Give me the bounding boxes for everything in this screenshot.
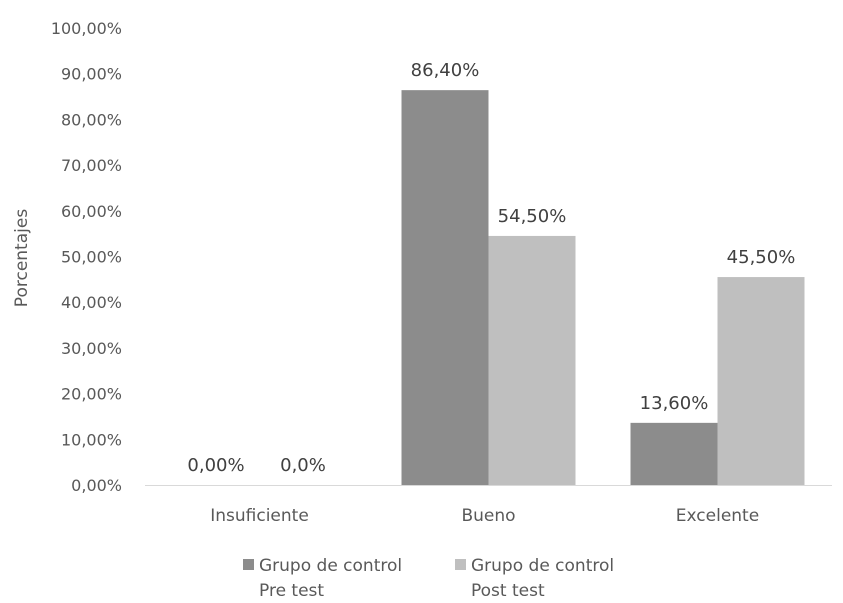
legend-label: Grupo de control: [259, 556, 402, 576]
legend-label: Pre test: [259, 581, 324, 601]
bars-group: [401, 90, 805, 485]
x-tick-label: Excelente: [676, 506, 759, 526]
y-tick-label: 50,00%: [61, 248, 122, 267]
bar-post-test-excelente: [717, 277, 805, 485]
y-tick-label: 20,00%: [61, 385, 122, 404]
y-tick-label: 40,00%: [61, 293, 122, 312]
data-labels-group: 0,00% 0,0% 86,40% 54,50% 13,60% 45,50%: [187, 60, 795, 476]
bar-post-test-bueno: [488, 235, 576, 485]
x-tick-label: Insuficiente: [210, 506, 309, 526]
y-tick-label: 0,00%: [71, 476, 122, 495]
y-tick-label: 10,00%: [61, 430, 122, 449]
legend-swatch: [243, 559, 254, 570]
y-axis-title: Porcentajes: [12, 209, 32, 308]
legend-label: Post test: [471, 581, 545, 601]
y-tick-label: 30,00%: [61, 339, 122, 358]
y-tick-label: 90,00%: [61, 65, 122, 84]
bar-pre-test-bueno: [401, 90, 489, 485]
x-axis-ticks: Insuficiente Bueno Excelente: [210, 506, 759, 526]
data-label: 54,50%: [498, 206, 567, 227]
y-tick-label: 70,00%: [61, 156, 122, 175]
y-tick-label: 80,00%: [61, 110, 122, 129]
data-label: 0,0%: [280, 455, 326, 476]
data-label: 0,00%: [187, 455, 244, 476]
data-label: 86,40%: [411, 60, 480, 81]
y-tick-label: 60,00%: [61, 202, 122, 221]
data-label: 45,50%: [727, 247, 796, 268]
bar-pre-test-excelente: [630, 422, 718, 485]
legend: Grupo de control Pre test Grupo de control…: [243, 556, 614, 601]
legend-label: Grupo de control: [471, 556, 614, 576]
data-label: 13,60%: [640, 393, 709, 414]
legend-swatch: [455, 559, 466, 570]
y-axis-ticks: 0,00% 10,00% 20,00% 30,00% 40,00% 50,00% 60,00…: [51, 19, 122, 495]
x-tick-label: Bueno: [461, 506, 515, 526]
y-tick-label: 100,00%: [51, 19, 122, 38]
